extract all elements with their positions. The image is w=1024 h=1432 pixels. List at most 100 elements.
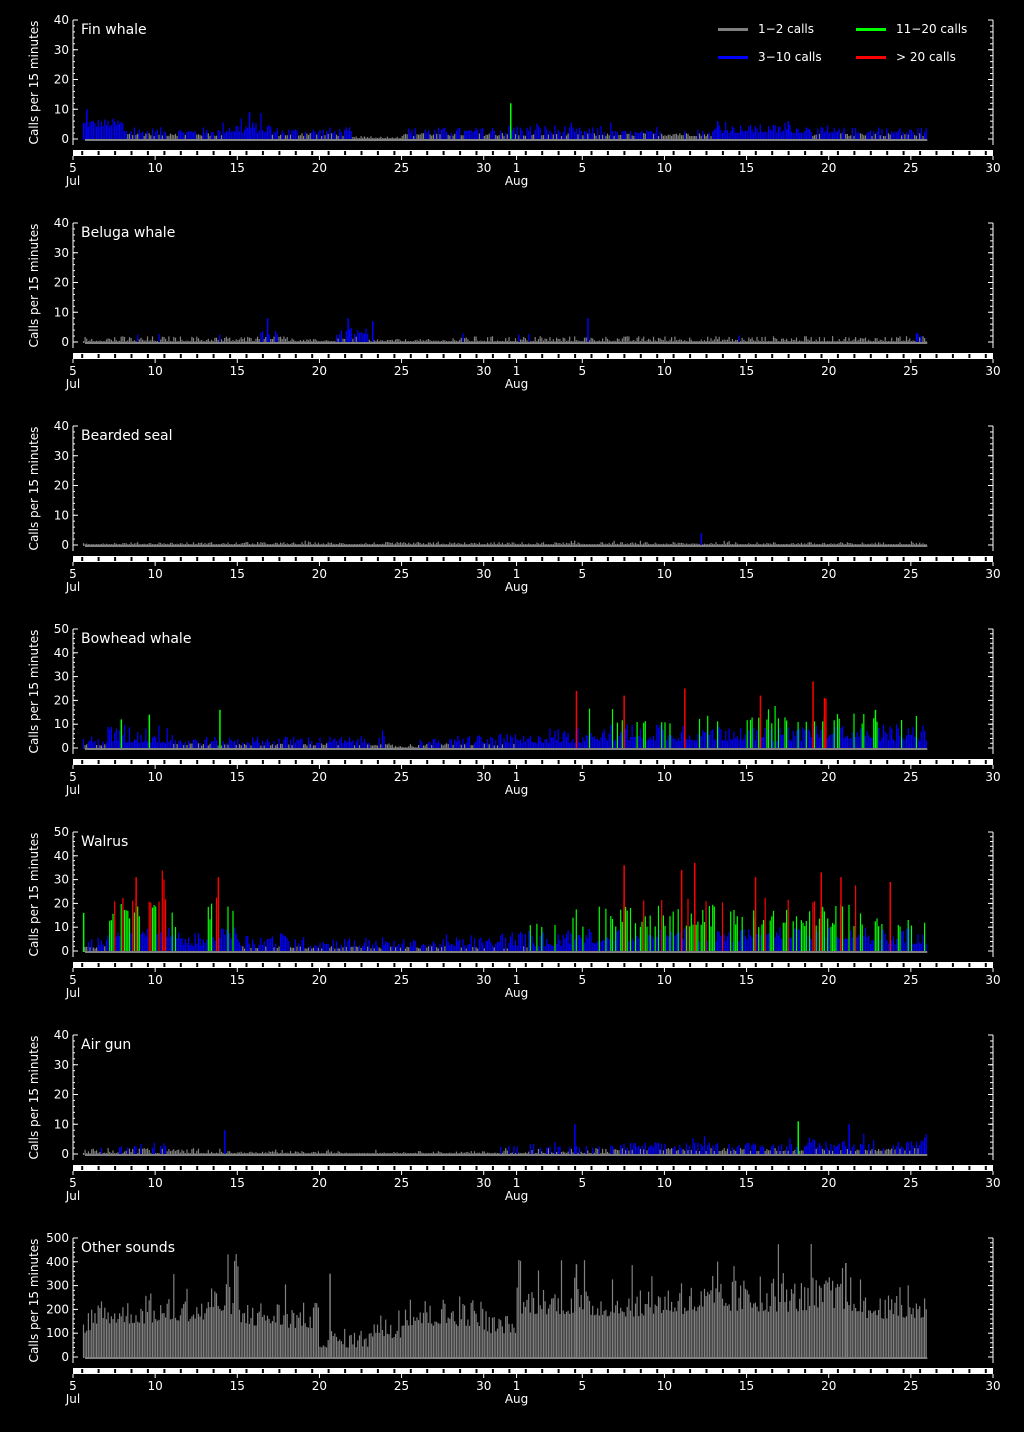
bar	[868, 935, 870, 952]
time-axis-strip	[73, 556, 993, 562]
bar	[506, 134, 508, 140]
bar	[293, 1312, 295, 1358]
bar	[230, 131, 232, 140]
bar	[253, 742, 255, 749]
bar	[786, 129, 788, 140]
bar	[643, 543, 645, 546]
bar	[751, 1307, 753, 1358]
strip-mark	[81, 963, 84, 967]
bar	[725, 730, 727, 749]
bar	[659, 724, 661, 749]
bar	[518, 1152, 520, 1155]
bar	[799, 1298, 801, 1358]
bar	[570, 933, 572, 952]
bar	[367, 1152, 369, 1155]
bar	[912, 1308, 914, 1358]
strip-mark	[935, 557, 938, 561]
bar	[201, 339, 203, 343]
bar	[439, 1323, 441, 1358]
bar	[551, 1152, 553, 1155]
bar	[593, 340, 595, 343]
bar	[809, 129, 811, 140]
bar	[631, 135, 633, 140]
bar	[324, 944, 326, 952]
bar	[220, 339, 223, 343]
bar	[464, 1152, 466, 1155]
bar	[493, 1152, 495, 1155]
bar	[774, 1148, 776, 1155]
bar	[135, 134, 137, 140]
bar	[345, 127, 347, 140]
bar	[585, 1146, 587, 1155]
strip-mark	[278, 760, 281, 764]
bar	[651, 131, 653, 140]
bar	[317, 132, 319, 140]
bar	[477, 1322, 479, 1358]
x-tick-label: 1	[513, 567, 521, 581]
bar	[533, 742, 535, 749]
strip-mark	[114, 1369, 117, 1373]
bar	[422, 543, 425, 546]
bar	[501, 933, 503, 952]
bar	[585, 337, 587, 343]
bar-spike	[889, 882, 891, 952]
bar	[150, 902, 152, 952]
bar	[639, 132, 641, 140]
bar	[817, 931, 819, 952]
bar	[874, 1150, 876, 1155]
strip-mark	[393, 1166, 396, 1170]
strip-mark	[130, 1166, 133, 1170]
strip-mark	[311, 557, 314, 561]
strip-mark	[968, 760, 971, 764]
bar	[273, 947, 275, 952]
bar	[444, 340, 446, 343]
bar	[326, 340, 328, 343]
bar	[748, 730, 750, 749]
bar	[188, 1321, 190, 1358]
x-tick-label: 5	[578, 364, 586, 378]
bar	[511, 542, 513, 546]
bar	[613, 940, 615, 952]
bar	[179, 1152, 181, 1155]
strip-mark	[689, 557, 692, 561]
bar	[547, 743, 549, 749]
bar	[125, 543, 127, 546]
bar	[917, 333, 919, 343]
strip-mark	[229, 1166, 232, 1170]
bar	[375, 137, 377, 140]
bar	[600, 1152, 602, 1155]
bar	[582, 926, 584, 952]
x-tick-label: 25	[903, 161, 918, 175]
bar	[802, 1150, 804, 1155]
strip-mark	[130, 151, 133, 155]
strip-mark	[344, 1166, 347, 1170]
bar	[372, 1336, 374, 1358]
bar	[125, 910, 127, 952]
strip-mark	[212, 760, 215, 764]
bar	[414, 543, 416, 546]
bar	[442, 339, 444, 343]
bar	[830, 132, 832, 140]
bar	[861, 924, 863, 952]
x-tick-label: 15	[230, 973, 245, 987]
bar	[337, 1151, 339, 1155]
bar	[544, 126, 546, 140]
bar	[623, 1143, 625, 1155]
strip-mark	[557, 151, 560, 155]
bar	[528, 543, 530, 546]
bar	[905, 1316, 908, 1358]
bar	[805, 921, 807, 952]
y-axis-label: Calls per 15 minutes	[27, 1036, 41, 1160]
bar	[781, 735, 783, 749]
strip-mark	[689, 1369, 692, 1373]
bar	[472, 132, 474, 140]
bar	[163, 543, 165, 546]
bar	[462, 939, 464, 952]
bar	[657, 1296, 660, 1358]
bar	[209, 542, 211, 546]
bar	[779, 728, 781, 749]
bar	[511, 1323, 513, 1358]
strip-mark	[574, 557, 577, 561]
bar	[468, 1325, 471, 1358]
bar	[868, 131, 870, 140]
